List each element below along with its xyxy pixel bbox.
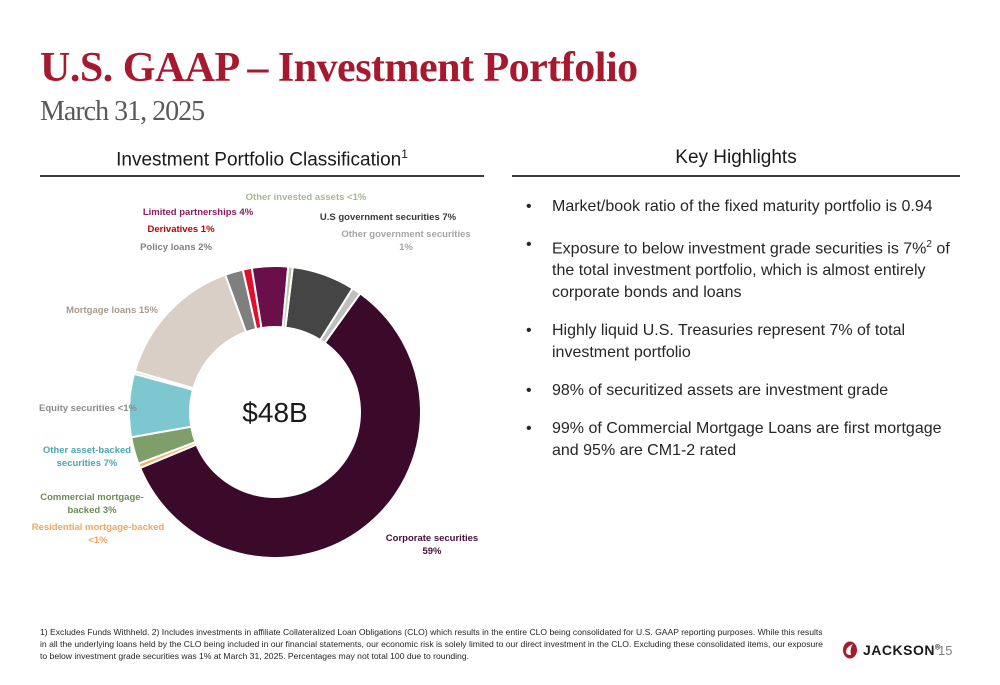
highlight-text: 99% of Commercial Mortgage Loans are fir… <box>552 420 942 460</box>
slice-label: Mortgage loans 15% <box>66 305 158 316</box>
slice-label: Other government securities 1% <box>341 229 470 253</box>
bullet-marker: • <box>526 420 532 438</box>
slice-label: Corporate securities 59% <box>386 533 478 557</box>
slice-label: Residential mortgage-backed <1% <box>32 522 165 546</box>
chart-heading-rule <box>40 175 484 177</box>
page-subtitle: March 31, 2025 <box>40 96 205 127</box>
donut-slice <box>281 265 294 329</box>
highlights-heading: Key Highlights <box>675 147 797 168</box>
bullet-marker: • <box>526 322 532 340</box>
donut-labels: U.S government securities 7% Other govern… <box>32 192 478 557</box>
donut-slices <box>128 265 422 559</box>
chart-section-heading: Investment Portfolio Classification1 <box>40 147 484 171</box>
highlights-list: • Market/book ratio of the fixed maturity… <box>522 196 962 478</box>
highlight-item: • Market/book ratio of the fixed maturity… <box>522 196 962 218</box>
highlight-text-cont: of the total investment portfolio, which… <box>552 240 950 302</box>
slice-label: Equity securities <1% <box>39 403 137 414</box>
page-title: U.S. GAAP – Investment Portfolio <box>40 45 638 91</box>
slice-label: Other invested assets <1% <box>246 192 367 203</box>
highlight-text: Market/book ratio of the fixed maturity … <box>552 198 933 215</box>
highlight-item: • 99% of Commercial Mortgage Loans are fi… <box>522 418 962 462</box>
highlight-item: • 98% of securitized assets are investmen… <box>522 380 962 402</box>
highlight-text: Highly liquid U.S. Treasuries represent … <box>552 322 906 362</box>
slice-label: Policy loans 2% <box>140 242 212 253</box>
highlight-text: 98% of securitized assets are investment… <box>552 382 889 400</box>
jackson-logo: JACKSON® <box>842 641 941 659</box>
highlight-text: Exposure to below investment grade secur… <box>552 240 927 258</box>
donut-center-label: $48B <box>242 397 307 428</box>
slice-label: Limited partnerships 4% <box>143 207 254 218</box>
donut-slice <box>133 273 248 390</box>
bullet-marker: • <box>526 198 532 215</box>
slice-label: Derivatives 1% <box>147 224 215 235</box>
page-number: 15 <box>938 643 953 658</box>
highlight-item: • Exposure to below investment grade secu… <box>522 234 962 304</box>
bullet-marker: • <box>526 236 532 253</box>
footnote: 1) Excludes Funds Withheld. 2) Includes … <box>40 627 823 661</box>
slice-label: Commercial mortgage-backed 3% <box>40 492 143 516</box>
footnote-ref: 2 <box>926 239 932 250</box>
slice-label: Other asset-backed securities 7% <box>43 445 131 469</box>
highlight-item: • Highly liquid U.S. Treasuries represent… <box>522 320 962 364</box>
chart-heading-text: Investment Portfolio Classification <box>116 149 402 171</box>
jackson-logo-text: JACKSON® <box>863 642 941 658</box>
chart-heading-footnote-ref: 1 <box>401 147 408 161</box>
bullet-marker: • <box>526 382 532 400</box>
highlights-heading-rule <box>512 175 960 177</box>
donut-slice <box>138 292 422 559</box>
slice-label: U.S government securities 7% <box>320 212 457 223</box>
donut-chart: U.S government securities 7% Other govern… <box>32 192 478 559</box>
jackson-logo-icon <box>843 641 857 659</box>
